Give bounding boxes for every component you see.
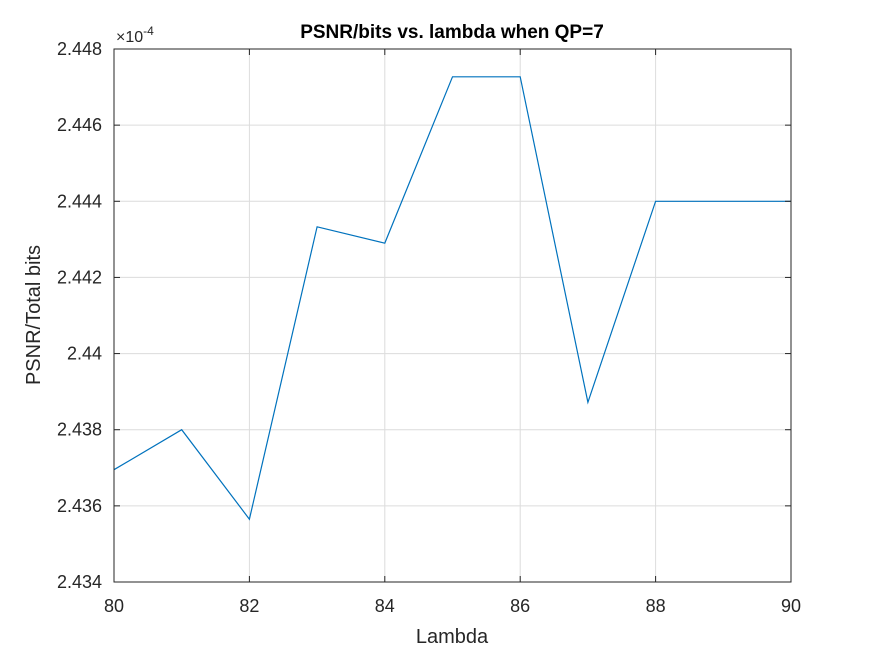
y-tick-label-7: 2.448	[57, 39, 102, 59]
series-group	[113, 76, 792, 521]
y-tick-label-6: 2.446	[57, 115, 102, 135]
x-tick-label-5: 90	[781, 596, 801, 616]
plot-area-frame	[113, 48, 792, 583]
y-tick-label-5: 2.444	[57, 191, 102, 211]
y-axis-exponent-power: -4	[143, 24, 154, 38]
x-tick-label-0: 80	[104, 596, 124, 616]
y-axis-exponent-base: ×10	[116, 29, 143, 46]
y-axis-exponent: ×10-4	[116, 24, 154, 46]
x-tick-label-4: 88	[646, 596, 666, 616]
y-tick-label-2: 2.438	[57, 420, 102, 440]
tick-group	[113, 48, 792, 583]
y-tick-label-1: 2.436	[57, 496, 102, 516]
x-axis-label: Lambda	[416, 626, 489, 648]
chart-title: PSNR/bits vs. lambda when QP=7	[300, 22, 604, 43]
y-tick-label-0: 2.434	[57, 572, 102, 592]
x-tick-label-1: 82	[239, 596, 259, 616]
x-tick-label-2: 84	[375, 596, 395, 616]
y-axis-label: PSNR/Total bits	[23, 245, 45, 385]
x-tick-label-3: 86	[510, 596, 530, 616]
grid	[113, 48, 792, 583]
y-tick-label-4: 2.442	[57, 267, 102, 287]
tick-label-group: 80 82 84 86 88 90 2.434 2.436 2.438 2.44 2.442 2.44…	[57, 39, 801, 616]
y-tick-label-3: 2.44	[67, 344, 102, 364]
series-line-0	[113, 76, 791, 521]
